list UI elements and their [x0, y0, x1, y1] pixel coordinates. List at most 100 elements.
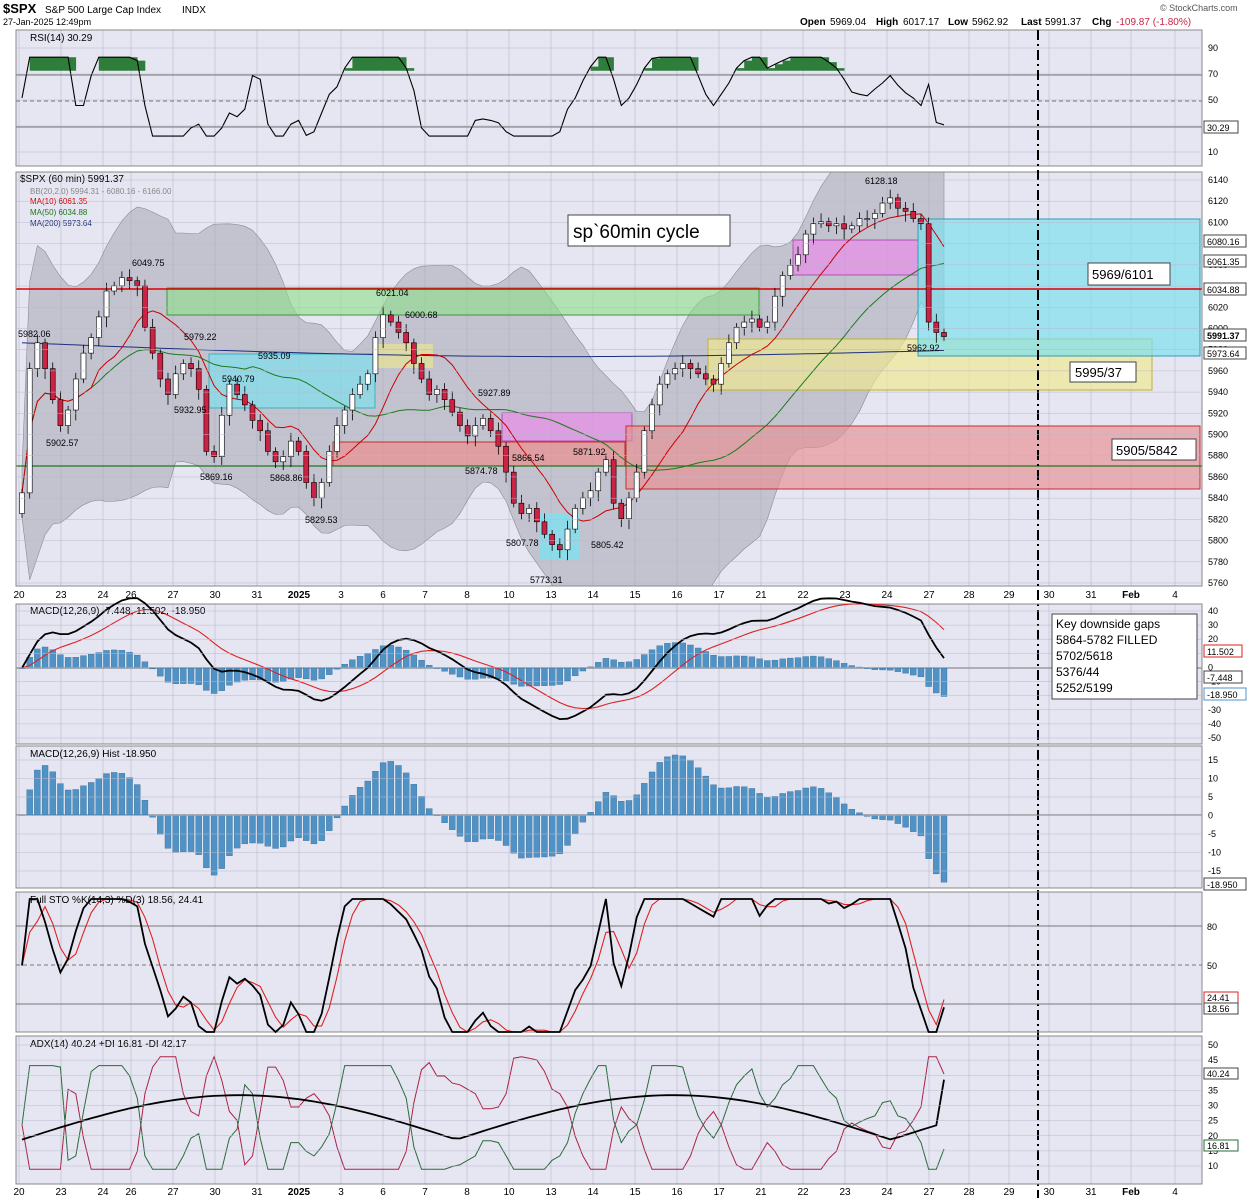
macd-hist-bar — [748, 656, 756, 669]
candle-body — [518, 502, 525, 514]
hist-bar — [41, 765, 49, 816]
candle-body — [349, 394, 356, 411]
ma10-line — [21, 213, 945, 522]
candle-body — [157, 352, 164, 380]
macd-frame — [15, 603, 1203, 745]
candle-body — [111, 285, 117, 292]
hist-bar — [126, 777, 133, 816]
x-tick-label: 27 — [923, 1187, 935, 1198]
swing-label: 5869.16 — [200, 472, 233, 482]
macd-label: MACD(12,26,9) -7.448, 11.502, -18.950 — [30, 606, 206, 617]
hist-bar — [656, 762, 663, 816]
candle-body — [303, 451, 310, 483]
macd-hist-bar — [341, 664, 348, 669]
hist-bar — [587, 812, 594, 816]
macd-hist-bar — [633, 659, 640, 669]
macd-axis: 403020100-10-20-30-40-50 — [16, 606, 1221, 743]
macd-hist-bar — [80, 655, 87, 669]
candle-body — [249, 404, 256, 421]
price-tag-box — [1203, 346, 1247, 360]
hist-bar — [295, 814, 302, 838]
macd-hist-bar — [287, 667, 295, 680]
hist-bar — [180, 814, 187, 852]
hist-bar — [802, 787, 809, 816]
x-tick-label: 20 — [13, 590, 25, 601]
gaps-note-line-5: 5252/5199 — [1056, 681, 1113, 695]
candle-body — [387, 314, 394, 323]
exchange: INDX — [182, 5, 206, 16]
swing-label: 5902.57 — [46, 438, 79, 448]
macd-hist-bar — [756, 658, 763, 669]
x-tick-label: 24 — [881, 590, 893, 601]
macd-hist-bar — [187, 667, 195, 684]
gaps-note-line-2: 5864-5782 FILLED — [1056, 633, 1158, 647]
rsi-value-tag — [1203, 120, 1239, 134]
hist-bar — [303, 814, 310, 841]
macd-line — [21, 597, 945, 721]
macd-hist-bar — [810, 655, 817, 669]
hist-bar — [141, 799, 149, 816]
macd-hist-tag: -18.950 — [1207, 690, 1238, 700]
macd-hist-bar — [18, 667, 26, 669]
candle-body — [72, 378, 79, 411]
macd-hist-bar — [126, 651, 133, 669]
candle-body — [341, 409, 348, 426]
price-tag-text: 6034.88 — [1207, 285, 1240, 295]
macd-hist-bar — [641, 654, 648, 669]
macd-hist-bar — [203, 667, 210, 691]
candle-body — [718, 363, 724, 385]
hist-bar — [287, 814, 295, 842]
hist-bar — [910, 814, 917, 832]
hist-bar — [794, 790, 802, 816]
candle-body — [272, 451, 279, 463]
macd-hist-bar — [195, 667, 202, 685]
candle-body — [933, 321, 940, 333]
adx-tick: 45 — [1208, 1055, 1218, 1065]
x-tick-label: 23 — [839, 1187, 851, 1198]
swing-label: 5807.78 — [506, 538, 539, 548]
macd-hist-bar — [64, 657, 72, 669]
hist-bar — [441, 814, 448, 823]
legend-bb: BB(20,2.0) 5994.31 - 6080.16 - 6166.00 — [30, 187, 172, 196]
x-tick-label: 23 — [839, 590, 851, 601]
hist-bar — [395, 765, 402, 816]
candle-body — [787, 264, 794, 276]
adx-value-tag: 40.24 — [1207, 1069, 1230, 1079]
candle-body — [96, 316, 102, 338]
x-tick-label: 23 — [55, 590, 67, 601]
x-tick-label: 16 — [671, 590, 683, 601]
x-tick-label: 7 — [422, 1187, 428, 1198]
hist-frame — [15, 745, 1203, 889]
hist-bar — [610, 795, 617, 816]
swing-label: 5982.06 — [18, 329, 51, 339]
candle-body — [165, 378, 171, 395]
x-tick-label: 27 — [167, 1187, 179, 1198]
x-tick-label: 6 — [380, 590, 386, 601]
price-tick: 6120 — [1208, 196, 1228, 206]
hist-bar — [495, 814, 502, 841]
x-tick-label: 20 — [13, 1187, 25, 1198]
hist-tick: 5 — [1208, 792, 1213, 802]
hist-bar — [333, 814, 341, 819]
candle-body — [34, 342, 41, 369]
hist-bar — [787, 791, 794, 816]
hist-bar — [226, 814, 233, 856]
hist-bar — [902, 814, 909, 828]
swing-label: 5932.95 — [174, 405, 207, 415]
rsi-label: RSI(14) 30.29 — [30, 33, 93, 44]
ma200-line — [21, 342, 945, 358]
price-tick: 5840 — [1208, 493, 1228, 503]
candle-body — [226, 383, 233, 416]
macd-hist-bar — [894, 667, 902, 672]
price-tick: 5920 — [1208, 408, 1228, 418]
candle-body — [872, 213, 878, 219]
x-tick-label: 27 — [923, 590, 935, 601]
hist-bar — [310, 814, 318, 845]
candle-body — [510, 471, 517, 504]
price-tick: 5900 — [1208, 430, 1228, 440]
macd-hist-bar — [264, 667, 272, 682]
hist-bar — [856, 812, 863, 816]
hist-bar — [741, 786, 748, 816]
candle-body — [864, 218, 870, 220]
macd-hist-bar — [157, 667, 164, 677]
